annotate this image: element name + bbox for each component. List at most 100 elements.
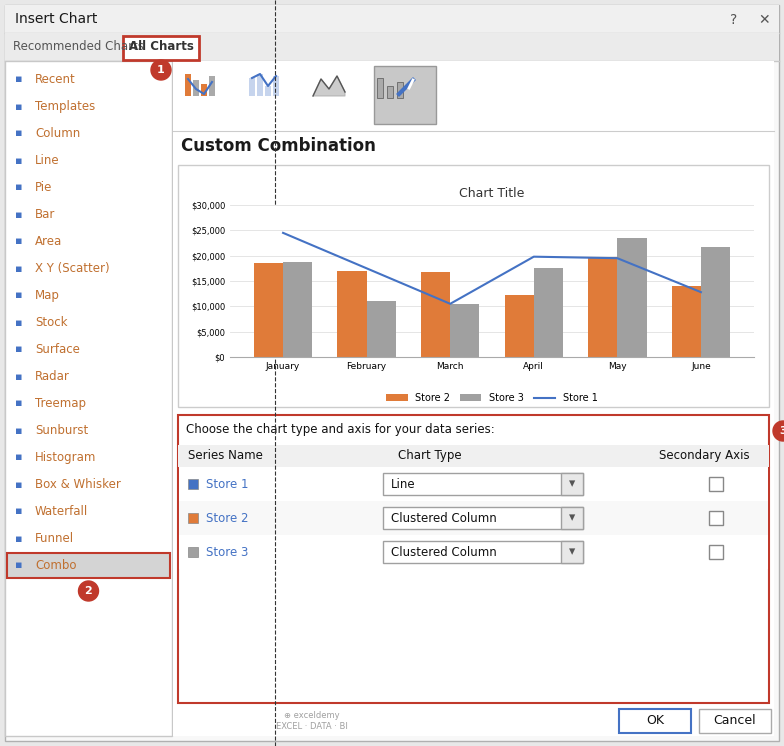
Line: Store 1: Store 1 bbox=[283, 233, 701, 304]
Circle shape bbox=[151, 60, 171, 80]
Bar bbox=[188, 547, 198, 557]
Text: Store 2: Store 2 bbox=[206, 512, 249, 524]
Text: ✕: ✕ bbox=[758, 13, 770, 27]
Bar bbox=[178, 445, 769, 467]
Circle shape bbox=[773, 421, 784, 441]
Bar bbox=[450, 304, 480, 357]
Text: Line: Line bbox=[391, 477, 416, 491]
Text: ▪: ▪ bbox=[15, 101, 23, 111]
Bar bbox=[561, 507, 583, 529]
Text: ▪: ▪ bbox=[15, 75, 23, 84]
Bar bbox=[209, 76, 215, 96]
Text: ▪: ▪ bbox=[15, 155, 23, 166]
Text: Templates: Templates bbox=[35, 100, 95, 113]
Bar bbox=[709, 511, 723, 525]
Bar bbox=[561, 473, 583, 495]
Bar bbox=[201, 84, 207, 96]
Text: ▪: ▪ bbox=[15, 533, 23, 544]
Bar bbox=[7, 553, 170, 578]
Text: ?: ? bbox=[731, 13, 738, 27]
Store 1 bbox=[612, 254, 622, 263]
Polygon shape bbox=[313, 76, 345, 96]
Text: ▪: ▪ bbox=[15, 263, 23, 274]
Text: Bar: Bar bbox=[35, 208, 56, 221]
Bar bbox=[178, 415, 769, 703]
Text: Store 1: Store 1 bbox=[206, 477, 249, 491]
Text: Custom Combination: Custom Combination bbox=[181, 137, 376, 155]
Bar bbox=[5, 61, 172, 736]
Bar bbox=[310, 66, 372, 124]
Text: 2: 2 bbox=[85, 586, 93, 596]
Text: ▪: ▪ bbox=[15, 372, 23, 381]
Bar bbox=[534, 269, 563, 357]
Text: Radar: Radar bbox=[35, 370, 70, 383]
Bar bbox=[123, 36, 199, 60]
Text: Chart Type: Chart Type bbox=[398, 449, 462, 462]
Text: Combo: Combo bbox=[35, 559, 77, 572]
Text: Clustered Column: Clustered Column bbox=[391, 512, 497, 524]
Text: Surface: Surface bbox=[35, 343, 80, 356]
Bar bbox=[254, 263, 283, 357]
Text: 1: 1 bbox=[157, 65, 165, 75]
Text: Cancel: Cancel bbox=[713, 715, 757, 727]
Bar bbox=[257, 74, 263, 96]
Text: ▪: ▪ bbox=[15, 507, 23, 516]
Text: Sunburst: Sunburst bbox=[35, 424, 89, 437]
Title: Chart Title: Chart Title bbox=[459, 186, 524, 200]
Text: Pie: Pie bbox=[35, 181, 53, 194]
Store 1 bbox=[696, 288, 706, 297]
Bar bbox=[249, 78, 255, 96]
Bar bbox=[397, 82, 403, 98]
Bar bbox=[699, 709, 771, 733]
Bar bbox=[188, 513, 198, 523]
Bar bbox=[377, 78, 383, 98]
Text: ▪: ▪ bbox=[15, 560, 23, 571]
Bar bbox=[709, 477, 723, 491]
Bar bbox=[367, 301, 396, 357]
Bar bbox=[374, 66, 436, 124]
Text: Insert Chart: Insert Chart bbox=[15, 12, 97, 26]
Bar bbox=[283, 262, 312, 357]
Text: ▾: ▾ bbox=[569, 545, 575, 559]
Bar bbox=[193, 80, 199, 96]
Text: OK: OK bbox=[646, 715, 664, 727]
Text: Funnel: Funnel bbox=[35, 532, 74, 545]
Text: Clustered Column: Clustered Column bbox=[391, 545, 497, 559]
Bar bbox=[5, 5, 779, 33]
Text: Box & Whisker: Box & Whisker bbox=[35, 478, 121, 491]
Text: ▪: ▪ bbox=[15, 128, 23, 139]
Store 1 bbox=[278, 228, 288, 237]
Bar bbox=[188, 479, 198, 489]
Bar bbox=[246, 66, 308, 124]
Bar bbox=[178, 165, 769, 407]
Bar bbox=[505, 295, 534, 357]
Bar bbox=[561, 541, 583, 563]
Circle shape bbox=[78, 581, 99, 601]
Store 1 bbox=[529, 252, 539, 261]
Text: Choose the chart type and axis for your data series:: Choose the chart type and axis for your … bbox=[186, 423, 495, 436]
Text: ▪: ▪ bbox=[15, 210, 23, 219]
Bar bbox=[179, 467, 768, 501]
Bar bbox=[617, 238, 647, 357]
Bar bbox=[5, 33, 779, 61]
Text: ▪: ▪ bbox=[15, 453, 23, 463]
Bar bbox=[173, 61, 774, 736]
Bar bbox=[383, 541, 583, 563]
Text: All Charts: All Charts bbox=[129, 40, 194, 53]
Text: Map: Map bbox=[35, 289, 60, 302]
Bar bbox=[421, 272, 450, 357]
Text: ▾: ▾ bbox=[569, 512, 575, 524]
Bar bbox=[588, 257, 617, 357]
Text: Line: Line bbox=[35, 154, 60, 167]
Bar bbox=[265, 86, 271, 96]
Legend: Store 2, Store 3, Store 1: Store 2, Store 3, Store 1 bbox=[383, 389, 602, 407]
Bar bbox=[701, 246, 730, 357]
Text: Column: Column bbox=[35, 127, 80, 140]
Bar bbox=[387, 86, 393, 98]
Bar bbox=[185, 74, 191, 96]
Text: Recommended Charts: Recommended Charts bbox=[13, 40, 144, 53]
Text: Treemap: Treemap bbox=[35, 397, 86, 410]
Text: Store 3: Store 3 bbox=[206, 545, 249, 559]
Text: Area: Area bbox=[35, 235, 62, 248]
Store 1 bbox=[445, 299, 455, 308]
